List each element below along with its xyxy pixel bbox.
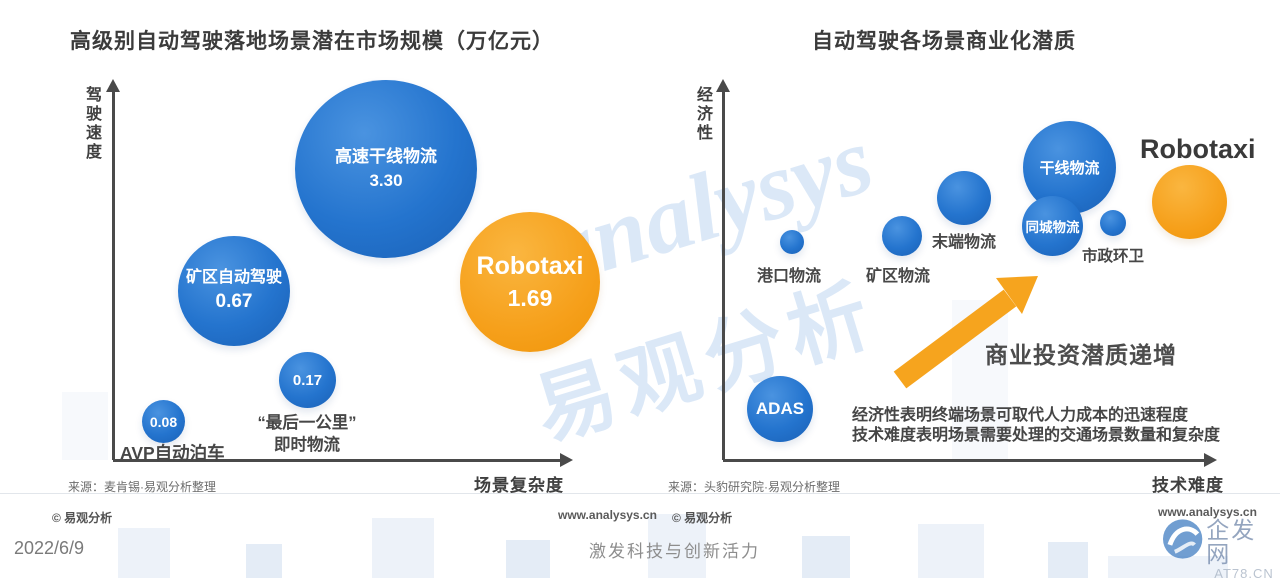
qifawang-logo: 企发网 AT78.CN xyxy=(1162,518,1280,578)
skyline-building xyxy=(918,524,984,578)
bubble-label: 干线物流 xyxy=(1039,160,1100,177)
report-date: 2022/6/9 xyxy=(14,538,85,558)
bubble-value: 1.69 xyxy=(507,285,553,312)
bubble-port-logistics xyxy=(780,230,804,254)
bubble-label: 矿区自动驾驶 xyxy=(185,268,282,286)
bubble-last-mile: 0.17 xyxy=(279,352,336,408)
bubble-sanitation xyxy=(1100,210,1126,236)
qifawang-logo-name: 企发网 xyxy=(1206,517,1257,567)
skyline-building xyxy=(118,528,170,578)
skyline-building xyxy=(802,536,850,578)
skyline-building xyxy=(648,514,706,578)
skyline-building xyxy=(1108,556,1228,578)
mining-logistics-label: 矿区物流 xyxy=(866,268,931,285)
skyline-building xyxy=(1048,542,1088,578)
right-chart-source: 来源：头豹研究院·易观分析整理 xyxy=(668,480,840,494)
chart-notes: 经济性表明终端场景可取代人力成本的迅速程度 技术难度表明场景需要处理的交通场景数… xyxy=(852,406,1220,446)
left-y-axis-arrowhead-icon xyxy=(106,79,120,92)
left-chart-source: 来源：麦肯锡·易观分析整理 xyxy=(68,480,216,494)
footer-slogan: 激发科技与创新活力 xyxy=(589,542,760,561)
last-mile-label-line1: “最后一公里” xyxy=(257,414,357,432)
bubble-terminal-logistics xyxy=(937,171,991,225)
bubble-value: 0.08 xyxy=(149,413,178,430)
right-y-axis-label: 经济性 xyxy=(694,86,711,143)
bubble-robotaxi-right xyxy=(1152,165,1227,239)
investment-potential-arrow-icon xyxy=(893,276,1038,389)
left-x-axis-label: 场景复杂度 xyxy=(474,476,564,495)
right-y-axis-arrowhead-icon xyxy=(716,79,730,92)
bubble-label: ADAS xyxy=(755,399,805,418)
bubble-avp: 0.08 xyxy=(142,400,185,443)
skyline-building xyxy=(372,518,434,578)
bubble-value: 0.17 xyxy=(292,371,323,389)
last-mile-label-line2: 即时物流 xyxy=(274,436,340,455)
skyline-building xyxy=(62,392,108,460)
copyright-left: © 易观分析 xyxy=(52,511,113,525)
avp-label: AVP自动泊车 xyxy=(120,443,225,463)
bubble-label: 同城物流 xyxy=(1025,220,1080,235)
terminal-logistics-label: 末端物流 xyxy=(932,234,997,251)
bubble-robotaxi-left: Robotaxi 1.69 xyxy=(460,212,600,352)
bubble-mining-logistics xyxy=(882,216,922,256)
bubble-value: 0.67 xyxy=(215,290,253,312)
right-y-axis-line xyxy=(722,91,725,460)
right-x-axis-label: 技术难度 xyxy=(1152,476,1224,495)
bubble-intracity-logistics: 同城物流 xyxy=(1022,196,1083,256)
copyright-right: © 易观分析 xyxy=(672,511,733,525)
website-right: www.analysys.cn xyxy=(1158,505,1257,519)
bubble-label: Robotaxi xyxy=(476,251,584,280)
left-chart-title: 高级别自动驾驶落地场景潜在市场规模（万亿元） xyxy=(70,30,554,53)
qifawang-logo-icon xyxy=(1162,519,1203,559)
bubble-mining-autonomous: 矿区自动驾驶 0.67 xyxy=(178,236,290,346)
note-line2: 技术难度表明场景需要处理的交通场景数量和复杂度 xyxy=(852,427,1221,444)
right-chart-title: 自动驾驶各场景商业化潜质 xyxy=(812,30,1076,53)
qifawang-logo-domain: AT78.CN xyxy=(1214,566,1274,578)
last-mile-label: “最后一公里” 即时物流 xyxy=(232,412,382,457)
bubble-value: 3.30 xyxy=(369,171,403,190)
port-logistics-label: 港口物流 xyxy=(757,268,822,285)
left-y-axis-label: 驾驶速度 xyxy=(83,86,100,162)
right-x-axis-arrowhead-icon xyxy=(1204,453,1217,467)
investment-potential-annotation: 商业投资潜质递增 xyxy=(985,342,1177,368)
skyline-building xyxy=(506,540,550,578)
left-y-axis-line xyxy=(112,91,115,460)
note-line1: 经济性表明终端场景可取代人力成本的迅速程度 xyxy=(852,407,1189,424)
footer-divider xyxy=(0,493,1280,494)
skyline-building xyxy=(246,544,282,578)
right-x-axis-line xyxy=(723,459,1205,462)
qifawang-logo-text: 企发网 AT78.CN xyxy=(1206,518,1280,578)
bubble-highway-trunk-logistics: 高速干线物流 3.30 xyxy=(295,80,477,258)
left-x-axis-line xyxy=(113,459,561,462)
bubble-label: 高速干线物流 xyxy=(335,147,437,167)
robotaxi-right-label: Robotaxi xyxy=(1140,134,1256,164)
website-left: www.analysys.cn xyxy=(558,508,657,522)
bubble-adas: ADAS xyxy=(747,376,813,442)
sanitation-label: 市政环卫 xyxy=(1082,248,1145,265)
left-x-axis-arrowhead-icon xyxy=(560,453,573,467)
